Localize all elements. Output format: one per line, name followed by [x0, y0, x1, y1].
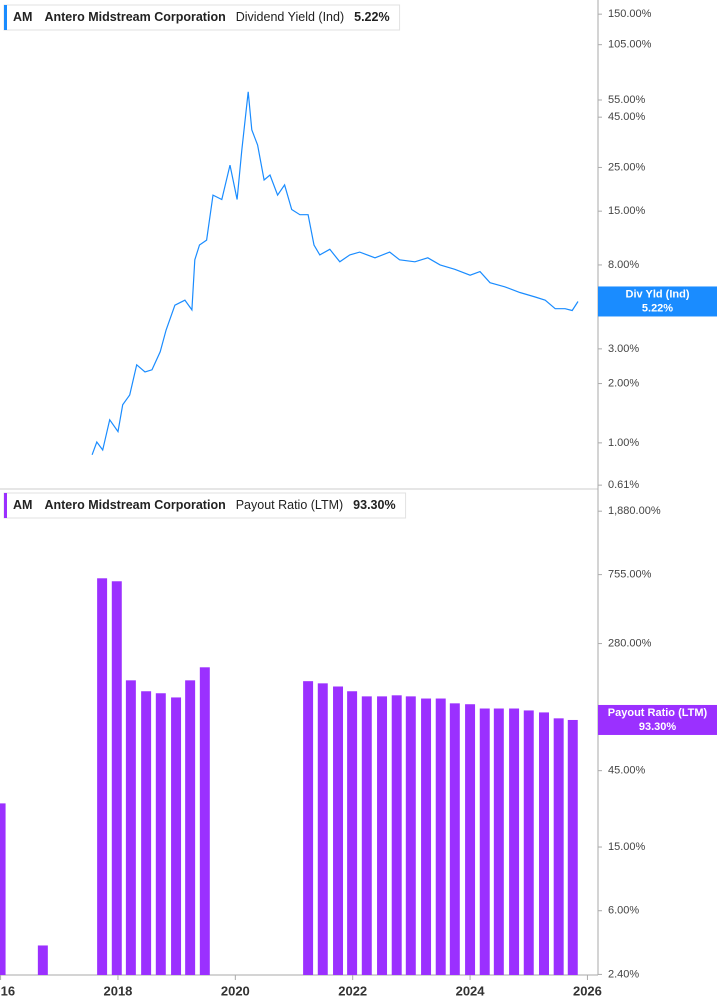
bar — [465, 704, 476, 975]
x-tick-label: 2020 — [221, 983, 250, 998]
bar — [125, 680, 136, 975]
legend-company: Antero Midstream Corporation — [44, 10, 225, 24]
bar — [97, 578, 108, 975]
bar — [539, 712, 549, 975]
legend-company: Antero Midstream Corporation — [44, 498, 225, 512]
y-tick-label: 105.00% — [608, 39, 652, 51]
legend-value: 5.22% — [354, 10, 389, 24]
x-tick-label: 2022 — [338, 983, 367, 998]
legend-box — [3, 4, 401, 31]
legend-ticker: AM — [13, 498, 32, 512]
legend-entry: Payout Ratio (LTM) — [236, 498, 343, 512]
y-tick-label: 1.00% — [608, 437, 639, 449]
bar — [37, 945, 48, 975]
legend-entry: Dividend Yield (Ind) — [236, 10, 344, 24]
bar — [523, 710, 534, 975]
y-tick-label: 15.00% — [608, 205, 646, 217]
y-tick-label: 755.00% — [608, 569, 652, 581]
y-tick-label: 6.00% — [608, 905, 639, 917]
line — [91, 91, 579, 456]
legend-ticker: AM — [13, 10, 32, 24]
bar — [347, 691, 358, 975]
y-tick-label: 45.00% — [608, 765, 646, 777]
bar — [303, 681, 314, 975]
bar — [333, 686, 344, 975]
y-tick-label: 45.00% — [608, 111, 646, 123]
x-tick-label: 2016 — [0, 983, 15, 998]
x-tick-label: 2018 — [103, 983, 132, 998]
bar — [553, 718, 564, 975]
y-tick-label: 150.00% — [608, 8, 652, 20]
bar — [171, 697, 182, 975]
bar — [405, 696, 416, 975]
bar — [377, 696, 388, 975]
legend-accent — [4, 493, 7, 518]
flag-label: Div Yld (Ind) — [626, 288, 690, 300]
bar — [185, 680, 196, 975]
flag-value: 93.30% — [639, 721, 677, 733]
bar — [449, 703, 460, 975]
y-tick-label: 15.00% — [608, 841, 646, 853]
y-tick-label: 280.00% — [608, 637, 652, 649]
bar — [421, 698, 432, 975]
bar — [493, 708, 504, 975]
value-flag — [598, 286, 717, 317]
flag-label: Payout Ratio (LTM) — [608, 707, 708, 719]
bar — [479, 708, 490, 975]
y-tick-label: 25.00% — [608, 161, 646, 173]
bar — [317, 683, 328, 975]
bar — [509, 708, 520, 975]
y-tick-label: 0.61% — [608, 479, 639, 491]
bar — [0, 803, 6, 975]
legend-value: 93.30% — [353, 498, 395, 512]
x-tick-label: 2024 — [456, 983, 486, 998]
bar — [361, 696, 372, 975]
legend-accent — [4, 5, 7, 30]
y-tick-label: 2.40% — [608, 968, 639, 980]
value-flag — [598, 704, 717, 735]
bar — [391, 695, 402, 975]
bar — [567, 719, 578, 975]
bar — [141, 691, 152, 975]
flag-value: 5.22% — [642, 302, 673, 314]
y-tick-label: 1,880.00% — [608, 505, 661, 517]
y-tick-label: 55.00% — [608, 94, 646, 106]
legend-box — [3, 492, 407, 519]
bar — [199, 667, 210, 975]
y-tick-label: 3.00% — [608, 343, 639, 355]
y-tick-label: 2.00% — [608, 377, 639, 389]
bar — [111, 581, 122, 975]
bar — [155, 693, 166, 975]
x-tick-label: 2026 — [573, 983, 602, 998]
y-tick-label: 8.00% — [608, 259, 639, 271]
bar — [435, 698, 446, 975]
